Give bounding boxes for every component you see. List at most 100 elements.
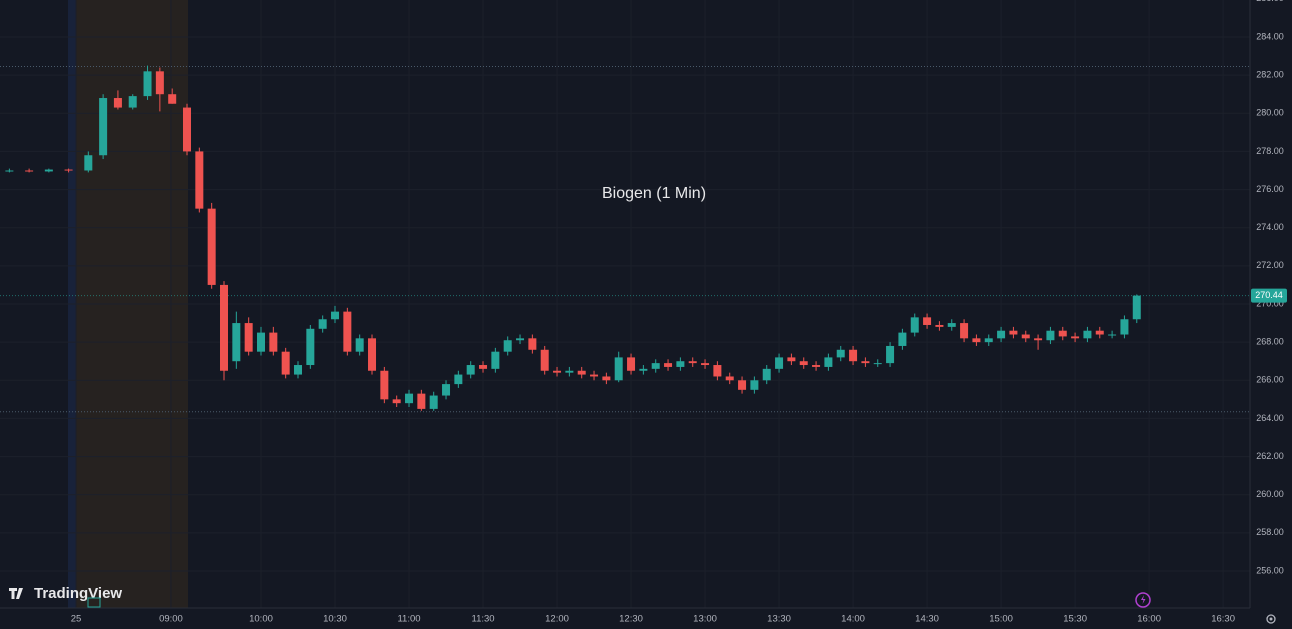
y-tick-label: 278.00 xyxy=(1256,146,1284,156)
candle-body xyxy=(466,365,475,375)
candle-body xyxy=(824,357,833,367)
candle-body xyxy=(503,340,512,352)
candle-body xyxy=(651,363,660,369)
candle-body xyxy=(898,332,907,346)
candle-body xyxy=(355,338,364,352)
candle-body xyxy=(664,363,673,367)
candle-body xyxy=(639,368,648,371)
candle-body xyxy=(195,151,204,209)
candle-body xyxy=(540,349,549,371)
y-tick-label: 282.00 xyxy=(1256,70,1284,80)
x-tick-label: 14:00 xyxy=(841,614,865,625)
candle-body xyxy=(590,374,599,377)
y-tick-label: 286.00 xyxy=(1256,0,1284,3)
candle-body xyxy=(799,361,808,366)
candle-body xyxy=(688,361,697,364)
candle-body xyxy=(972,338,981,343)
x-tick-label: 14:30 xyxy=(915,614,939,625)
candle-body xyxy=(935,324,944,327)
candle-body xyxy=(1009,330,1018,335)
candle-body xyxy=(676,361,685,367)
last-price-label: 270.44 xyxy=(1255,290,1283,300)
x-tick-label: 15:30 xyxy=(1063,614,1087,625)
candle-body xyxy=(405,393,414,404)
candle-body xyxy=(1046,330,1055,341)
candle-body xyxy=(923,317,932,325)
candle-body xyxy=(442,384,451,396)
candle-body xyxy=(343,311,352,352)
candles xyxy=(5,65,1141,411)
candle-body xyxy=(182,107,191,152)
chart-title: Biogen (1 Min) xyxy=(602,185,706,202)
x-tick-label: 25 xyxy=(71,614,82,625)
candle-body xyxy=(281,351,290,375)
last-price-box xyxy=(1251,288,1287,303)
candle-body xyxy=(627,357,636,371)
x-tick-label: 13:00 xyxy=(693,614,717,625)
candle-body xyxy=(553,370,562,373)
candle-body xyxy=(516,338,525,341)
candle-body xyxy=(873,363,882,365)
candle-body xyxy=(368,338,377,371)
candle-body xyxy=(219,284,228,371)
y-tick-label: 262.00 xyxy=(1256,451,1284,461)
candle-body xyxy=(318,319,327,329)
candle-body xyxy=(528,338,537,350)
session-marker xyxy=(87,597,101,608)
y-tick-label: 272.00 xyxy=(1256,260,1284,270)
candle-body xyxy=(1058,330,1067,337)
candle-body xyxy=(861,361,870,364)
candle-body xyxy=(1108,334,1117,336)
candle-body xyxy=(429,395,438,409)
candle-body xyxy=(713,365,722,377)
candle-body xyxy=(244,323,253,352)
candle-body xyxy=(725,376,734,381)
candle-body xyxy=(910,317,919,333)
x-tick-label: 13:30 xyxy=(767,614,791,625)
alert-icon[interactable] xyxy=(1135,592,1151,608)
candle-body xyxy=(99,98,108,156)
candle-body xyxy=(614,357,623,381)
candle-body xyxy=(44,169,53,172)
x-tick-label: 11:00 xyxy=(397,614,420,625)
x-tick-label: 10:00 xyxy=(249,614,273,625)
candle-body xyxy=(168,94,177,104)
x-tick-label: 10:30 xyxy=(323,614,347,625)
candle-body xyxy=(1083,330,1092,339)
candle-body xyxy=(25,170,34,172)
candle-body xyxy=(5,170,14,172)
candle-body xyxy=(207,208,216,285)
candle-body xyxy=(331,311,340,320)
candle-body xyxy=(417,393,426,409)
candle-body xyxy=(565,370,574,373)
x-tick-label: 09:00 xyxy=(159,614,183,625)
candle-body xyxy=(602,376,611,381)
y-tick-label: 258.00 xyxy=(1256,527,1284,537)
candle-body xyxy=(380,370,389,400)
candle-body xyxy=(997,330,1006,339)
candle-body xyxy=(113,98,122,108)
candle-body xyxy=(836,349,845,358)
settings-icon[interactable] xyxy=(1266,614,1276,624)
y-tick-label: 266.00 xyxy=(1256,375,1284,385)
candle-body xyxy=(1021,334,1030,339)
candle-body xyxy=(269,332,278,352)
candle-body xyxy=(1120,319,1129,335)
candle-body xyxy=(960,323,969,339)
candle-body xyxy=(257,332,266,352)
candle-body xyxy=(984,338,993,343)
candle-body xyxy=(1071,336,1080,339)
x-tick-label: 15:00 xyxy=(989,614,1013,625)
candle-body xyxy=(454,374,463,385)
candle-body xyxy=(84,155,93,171)
x-tick-label: 11:30 xyxy=(471,614,494,625)
candle-body xyxy=(1132,295,1141,320)
candle-body xyxy=(849,349,858,362)
y-tick-label: 274.00 xyxy=(1256,222,1284,232)
candle-body xyxy=(143,71,152,97)
y-tick-label: 284.00 xyxy=(1256,31,1284,41)
y-tick-label: 256.00 xyxy=(1256,565,1284,575)
